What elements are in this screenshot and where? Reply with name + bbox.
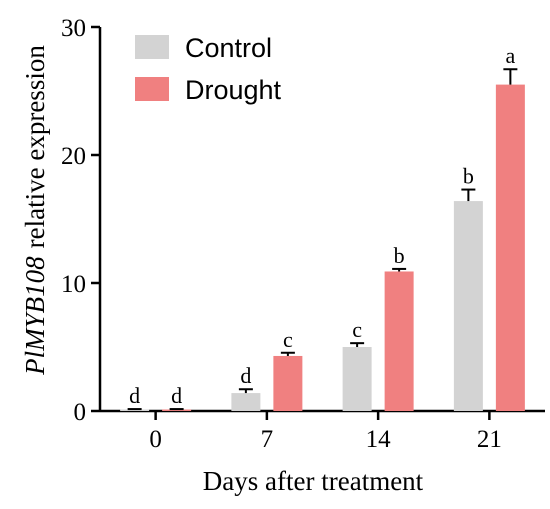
legend: Control Drought — [135, 33, 282, 105]
bar-drought — [162, 409, 192, 411]
y-axis-title-rest: relative expression — [20, 45, 50, 249]
significance-letter: b — [463, 164, 474, 189]
y-axis-title-gene: PlMYB108 — [20, 256, 50, 376]
y-tick-label: 30 — [61, 15, 86, 42]
significance-letter: d — [129, 383, 140, 408]
y-axis-title: PlMYB108 relative expression — [20, 45, 50, 376]
significance-letter: c — [352, 317, 362, 342]
x-tick-label: 7 — [261, 426, 274, 453]
legend-label-control: Control — [185, 33, 272, 63]
significance-letter: d — [171, 383, 182, 408]
x-tick-label: 21 — [477, 426, 502, 453]
bar-control — [231, 393, 261, 411]
bar-control — [453, 201, 483, 411]
legend-label-drought: Drought — [185, 75, 282, 105]
bar-control — [120, 409, 150, 411]
significance-letter: d — [240, 363, 251, 388]
significance-letter: a — [505, 43, 515, 68]
x-tick-label: 0 — [149, 426, 162, 453]
y-tick-label: 10 — [61, 271, 86, 298]
significance-letter: b — [394, 243, 405, 268]
legend-swatch-drought — [135, 77, 169, 101]
bar-control — [342, 347, 372, 411]
bars-group: d d c b d c b a — [120, 43, 525, 411]
bar-drought — [273, 355, 303, 411]
bar-drought — [495, 84, 525, 411]
x-tick-label: 14 — [366, 426, 392, 453]
legend-swatch-control — [135, 35, 169, 59]
bar-drought — [384, 271, 414, 411]
y-tick-label: 0 — [74, 399, 87, 426]
x-axis-title: Days after treatment — [203, 466, 424, 496]
significance-letter: c — [283, 327, 293, 352]
y-tick-label: 20 — [61, 143, 86, 170]
